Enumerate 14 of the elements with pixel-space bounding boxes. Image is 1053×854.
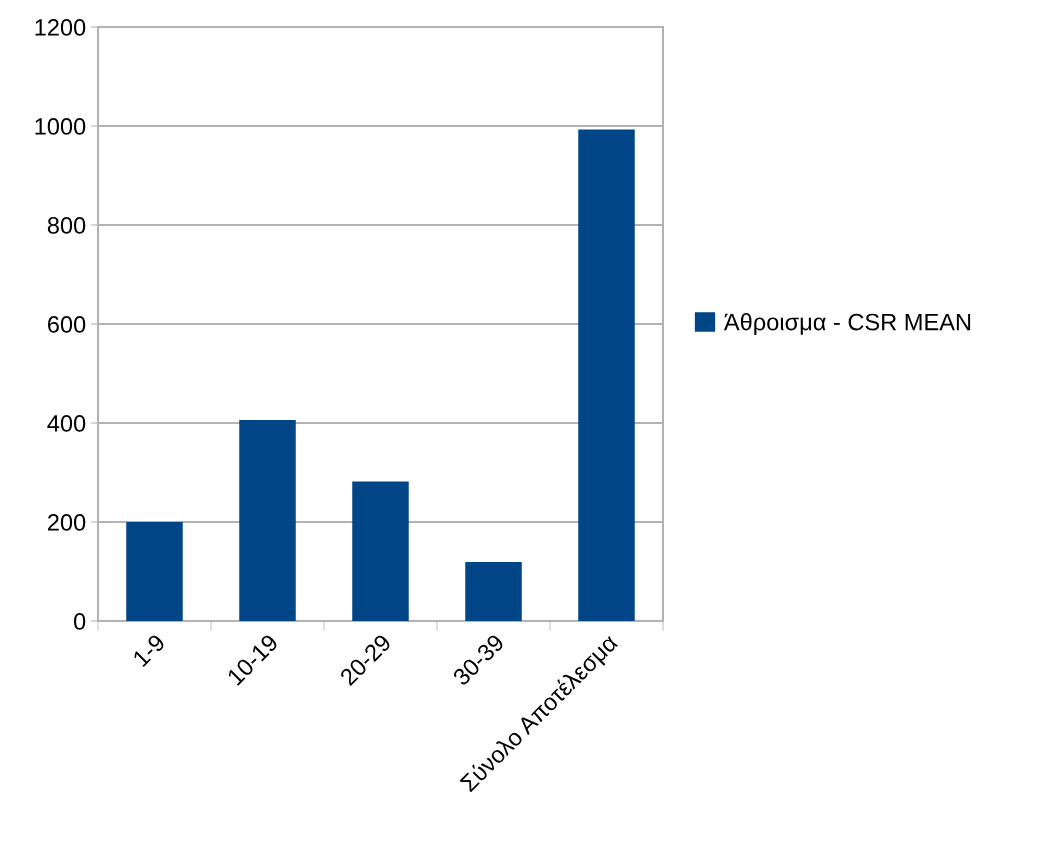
y-tick-label: 1000 [35,118,86,135]
bar [352,481,409,621]
y-tick-label: 600 [48,316,86,333]
bar [578,129,635,621]
y-tick-label: 1200 [35,19,86,36]
y-tick-label: 800 [47,217,86,234]
bar [239,420,296,621]
bar [126,522,183,621]
legend-label: Άθροισμα - CSR MEAN [723,313,971,336]
y-tick-label: 0 [73,613,86,630]
bar [465,562,522,621]
y-tick-label: 400 [47,415,86,432]
y-tick-label: 200 [47,514,86,531]
x-tick-label: 1-9 [132,633,166,668]
